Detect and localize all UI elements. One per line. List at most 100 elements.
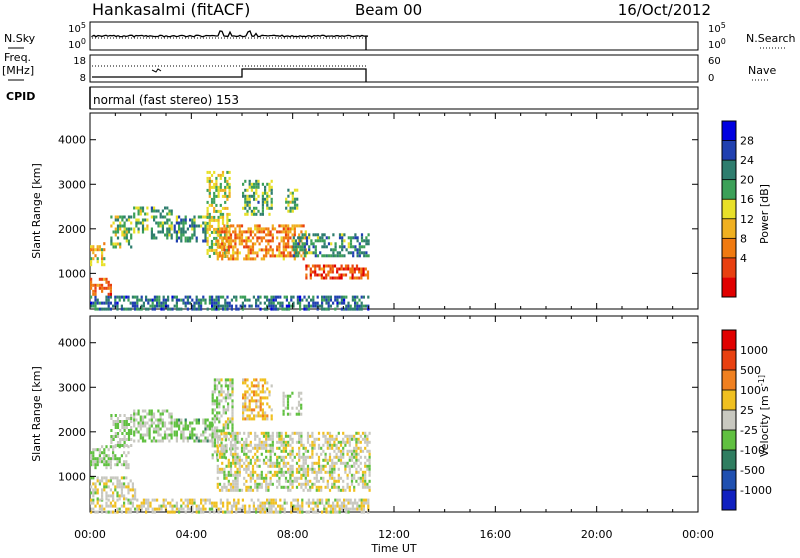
power-cell: [249, 227, 252, 231]
power-cell: [222, 295, 225, 299]
power-cell: [101, 257, 104, 261]
power-cell: [184, 221, 187, 225]
velocity-cell: [125, 466, 128, 470]
velocity-cell: [258, 458, 261, 462]
velocity-cell: [267, 437, 270, 441]
power-cell: [251, 245, 255, 249]
power-cell: [241, 295, 244, 299]
velocity-cell: [350, 464, 354, 468]
power-cell: [94, 307, 97, 311]
power-cell: [288, 301, 291, 305]
power-cell: [221, 239, 224, 243]
velocity-cell: [173, 424, 176, 428]
velocity-cell: [226, 504, 229, 508]
velocity-cell: [262, 440, 266, 444]
velocity-cell: [248, 504, 251, 508]
power-cell: [191, 233, 194, 237]
power-cell: [186, 298, 189, 302]
velocity-cell: [216, 449, 219, 453]
velocity-cell: [131, 488, 134, 492]
velocity-cell: [271, 437, 274, 441]
velocity-cell: [357, 482, 360, 486]
power-cell: [246, 200, 249, 204]
velocity-colorbar-label-1: 500: [740, 364, 761, 377]
velocity-cell: [300, 391, 303, 395]
velocity-cell: [139, 418, 142, 422]
power-cell: [167, 304, 170, 308]
velocity-cell: [96, 497, 99, 501]
power-cell: [316, 236, 320, 240]
power-cell: [161, 209, 164, 213]
velocity-cell: [197, 436, 200, 440]
velocity-cell: [225, 476, 228, 480]
velocity-cell: [229, 473, 233, 477]
power-cell: [244, 206, 247, 210]
velocity-cell: [259, 396, 262, 400]
power-cell: [278, 248, 281, 252]
power-cell: [309, 276, 312, 280]
power-cell: [262, 236, 266, 240]
power-cell: [141, 218, 145, 222]
power-cell: [90, 295, 93, 299]
power-cell: [247, 236, 250, 240]
power-cell: [226, 307, 229, 311]
velocity-cell: [229, 393, 232, 397]
power-cell: [260, 239, 263, 243]
power-cell: [287, 245, 290, 249]
velocity-cell: [236, 455, 239, 459]
velocity-cell: [347, 510, 350, 514]
velocity-cell: [347, 501, 350, 505]
power-cell: [251, 257, 255, 261]
power-cell: [184, 239, 187, 243]
velocity-cell: [109, 494, 112, 498]
velocity-cell: [344, 443, 347, 447]
velocity-cell: [278, 464, 281, 468]
velocity-cell: [364, 482, 367, 486]
velocity-cell: [284, 455, 288, 459]
power-cell: [206, 215, 209, 219]
velocity-cell: [180, 430, 183, 434]
velocity-cell: [112, 451, 115, 455]
power-cell: [292, 248, 295, 252]
velocity-cell: [248, 387, 251, 391]
power-cell: [271, 227, 274, 231]
power-cell: [213, 206, 216, 210]
power-cell: [241, 307, 244, 311]
power-cell: [276, 230, 279, 234]
velocity-cell: [351, 504, 354, 508]
velocity-feature-0: [90, 498, 370, 514]
velocity-cell: [127, 423, 131, 426]
velocity-cell: [227, 405, 230, 409]
velocity-cell: [213, 435, 216, 439]
velocity-cell: [353, 449, 356, 453]
power-cell: [352, 254, 355, 258]
velocity-cell: [336, 510, 339, 514]
power-cell: [269, 233, 272, 237]
power-cell: [193, 233, 196, 237]
velocity-cell: [116, 460, 119, 464]
velocity-cell: [366, 464, 369, 468]
power-cell: [98, 277, 101, 281]
velocity-cell: [120, 494, 123, 498]
velocity-cell: [228, 501, 231, 505]
velocity-cell: [216, 402, 219, 406]
power-cell: [351, 295, 354, 299]
velocity-cell: [175, 418, 178, 422]
power-cell: [282, 242, 285, 246]
velocity-cell: [213, 444, 216, 448]
power-cell: [197, 301, 200, 305]
velocity-cell: [333, 455, 336, 459]
power-cell: [272, 307, 275, 311]
power-cell: [118, 298, 121, 302]
power-cell: [96, 283, 99, 287]
velocity-cell: [234, 476, 237, 480]
power-cell: [319, 236, 322, 240]
velocity-cell: [234, 458, 237, 462]
velocity-cell: [161, 436, 164, 440]
power-cell: [347, 307, 350, 311]
velocity-cell: [195, 504, 198, 508]
power-cell: [167, 307, 170, 311]
power-cell: [367, 307, 370, 311]
velocity-cell: [250, 390, 253, 394]
velocity-cell: [258, 446, 261, 450]
